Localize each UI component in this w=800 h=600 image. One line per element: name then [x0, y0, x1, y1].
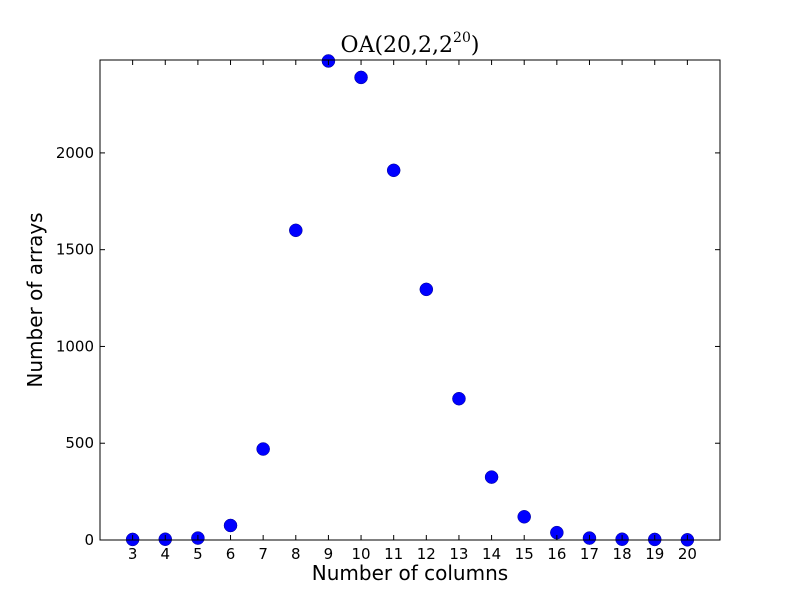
axis-ticks: 3 4 5 6 7 8 9 10 11 12 13 14 15 16 17 18 19 20 0 500 1000 150… — [56, 60, 720, 563]
y-tick-label: 2000 — [56, 144, 94, 162]
x-tick-label: 18 — [613, 545, 632, 563]
chart-title-superscript: 20 — [453, 30, 471, 46]
x-tick-label: 15 — [515, 545, 534, 563]
data-point — [354, 70, 368, 85]
y-tick-label: 500 — [65, 434, 94, 452]
x-tick-label: 8 — [291, 545, 301, 563]
y-axis-label: Number of arrays — [23, 212, 47, 387]
x-tick-label: 5 — [193, 545, 203, 563]
x-tick-label: 9 — [324, 545, 334, 563]
data-point — [419, 282, 434, 297]
y-tick-label: 0 — [84, 531, 94, 549]
x-tick-label: 7 — [258, 545, 268, 563]
x-tick-label: 13 — [449, 545, 468, 563]
x-tick-label: 10 — [352, 545, 371, 563]
x-tick-label: 12 — [417, 545, 436, 563]
chart-title-suffix: ) — [471, 33, 480, 58]
x-tick-label: 17 — [580, 545, 599, 563]
plot-area — [99, 59, 721, 541]
x-tick-label: 3 — [128, 545, 138, 563]
data-point — [452, 391, 466, 406]
chart-title: OA(20,2,220) — [341, 30, 480, 58]
x-tick-label: 20 — [678, 545, 697, 563]
data-point — [223, 518, 238, 533]
x-tick-label: 6 — [226, 545, 236, 563]
x-tick-label: 16 — [547, 545, 566, 563]
data-points — [125, 54, 695, 547]
y-tick-label: 1500 — [56, 241, 94, 259]
x-tick-label: 14 — [482, 545, 501, 563]
data-point — [517, 510, 531, 524]
data-point — [256, 442, 270, 456]
data-point — [386, 163, 401, 178]
x-tick-label: 4 — [160, 545, 170, 563]
y-tick-label: 1000 — [56, 337, 94, 355]
x-tick-label: 11 — [384, 545, 403, 563]
x-axis-label: Number of columns — [312, 561, 508, 585]
chart-title-prefix: OA(20,2,2 — [341, 33, 453, 58]
data-point — [289, 223, 303, 238]
x-tick-label: 19 — [645, 545, 664, 563]
data-point — [484, 470, 499, 484]
